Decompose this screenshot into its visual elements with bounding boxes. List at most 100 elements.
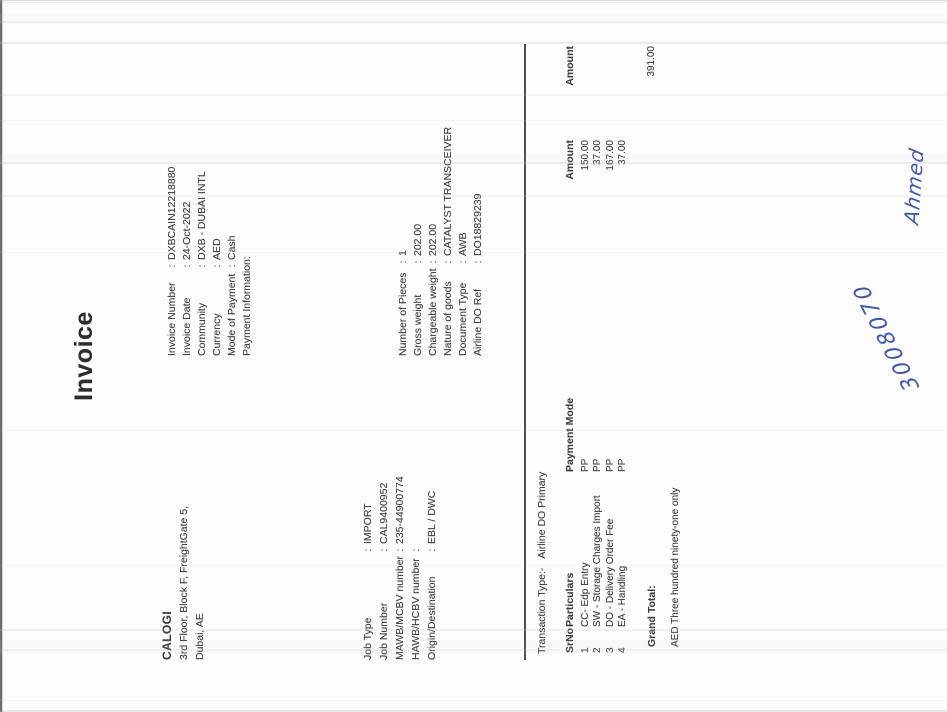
cell-amount: 37.00 <box>592 140 604 166</box>
field-separator: : <box>378 548 390 552</box>
field-separator: : <box>397 260 409 264</box>
field-airline-do-ref: Airline DO Ref: DO18829239 <box>472 127 487 356</box>
field-value: 24-Oct-2022 <box>181 201 193 260</box>
field-value: 1 <box>397 250 409 256</box>
header-srno: SrNo <box>564 627 576 653</box>
field-label: Community <box>196 302 208 356</box>
field-value: AED <box>211 238 223 260</box>
field-value: DO18829239 <box>472 193 484 256</box>
header-amount: Amount <box>564 140 576 180</box>
shipment-details-block: Number of Pieces:1 Gross weight:202.00 C… <box>397 127 487 356</box>
cell-particulars: EA - Handling <box>617 565 629 627</box>
field-separator: : <box>426 548 438 552</box>
table-row: 3 DO - Delivery Order Fee PP 167.00 <box>605 44 617 660</box>
field-value: CAL9400952 <box>378 482 390 544</box>
seller-block: CALOGI 3rd Floor, Block F, FreightGate 5… <box>158 506 208 660</box>
grand-total-label: Grand Total: <box>646 585 658 647</box>
field-community: Community: DXB - DUBAI INTL <box>196 167 211 356</box>
field-separator: : <box>196 264 208 268</box>
field-separator: : <box>394 548 406 552</box>
field-nature-of-goods: Nature of goods: CATALYST TRANSCEIVER <box>442 127 457 356</box>
cell-particulars: CC- Edp Entry <box>580 562 591 627</box>
cell-particulars: SW - Storage Charges Import <box>592 495 604 627</box>
field-value: Cash <box>226 235 238 260</box>
field-label: Number of Pieces <box>397 272 409 356</box>
cell-payment-mode: PP <box>580 458 591 472</box>
charges-header-row: SrNo Particulars Payment Mode Amount Amo… <box>564 44 580 660</box>
page-title: Invoice <box>70 311 98 401</box>
field-label: Payment Information: <box>241 256 253 356</box>
field-separator: : <box>442 260 454 264</box>
field-job-type: Job Type: IMPORT <box>362 476 378 660</box>
table-top-rule <box>524 44 526 660</box>
job-details-block: Job Type: IMPORT Job Number: CAL9400952 MA… <box>362 476 442 660</box>
field-number-of-pieces: Number of Pieces: 1 <box>397 127 412 356</box>
table-row: 4 EA - Handling PP 37.00 <box>617 44 629 660</box>
transaction-type-label: Transaction Type:- <box>536 567 548 654</box>
cell-payment-mode: PP <box>592 458 604 472</box>
field-label: Mode of Payment <box>226 273 238 356</box>
handwritten-reference-number: 3008070 <box>847 278 926 395</box>
field-currency: Currency: AED <box>211 167 226 356</box>
field-label: Invoice Number <box>166 282 178 356</box>
field-label: Job Type <box>362 617 374 660</box>
field-value: AWB <box>457 232 469 256</box>
cell-amount: 37.00 <box>617 140 629 166</box>
field-mode-of-payment: Mode of Payment: Cash <box>226 167 241 356</box>
field-label: Document Type <box>457 282 469 356</box>
field-separator: : <box>410 548 422 552</box>
field-gross-weight: Gross weight: 202.00 <box>412 127 427 356</box>
field-label: Airline DO Ref <box>472 288 484 356</box>
seller-address-line2: Dubai, AE <box>194 613 206 660</box>
field-label: Invoice Date <box>181 297 193 356</box>
table-row: 2 SW - Storage Charges Import PP 37.00 <box>592 44 604 660</box>
field-document-type: Document Type: AWB <box>457 127 472 356</box>
field-invoice-number: Invoice Number: DXBCAIN12218880 <box>166 167 181 356</box>
field-label: Currency <box>211 313 223 356</box>
handwritten-signature-name: Ahmed <box>899 145 929 227</box>
amount-in-words: AED Three hundred ninety-one only <box>670 487 681 647</box>
field-label: HAWB/HCBV number <box>410 558 422 660</box>
field-separator: : <box>211 264 223 268</box>
field-hawb-number: HAWB/HCBV number: <box>410 476 426 660</box>
field-separator: : <box>457 260 469 264</box>
grand-total-row: Grand Total: 391.00 <box>646 44 660 660</box>
field-separator: : <box>226 264 238 268</box>
field-chargeable-weight: Chargeable weight: 202.00 <box>427 127 442 356</box>
grand-total-amount: 391.00 <box>646 46 657 77</box>
transaction-type-line: Transaction Type:- Airline DO Primary <box>536 472 548 654</box>
field-mawb-number: MAWB/MCBV number: 235-44900774 <box>394 476 410 660</box>
field-separator: : <box>362 548 374 552</box>
transaction-type-value: Airline DO Primary <box>536 471 548 559</box>
field-value: 235-44900774 <box>394 476 406 544</box>
field-separator: : <box>412 260 424 264</box>
field-origin-destination: Origin/Destination: EBL / DWC <box>426 476 442 660</box>
field-label: Gross weight <box>412 294 424 356</box>
header-amount-total: Amount <box>564 46 576 86</box>
invoice-meta-block: Invoice Number: DXBCAIN12218880 Invoice D… <box>166 167 256 356</box>
field-job-number: Job Number: CAL9400952 <box>378 476 394 660</box>
field-invoice-date: Invoice Date: 24-Oct-2022 <box>181 167 196 356</box>
field-value: IMPORT <box>362 503 374 544</box>
seller-address-line1: 3rd Floor, Block F, FreightGate 5, <box>178 505 190 660</box>
field-value: DXBCAIN12218880 <box>166 166 178 260</box>
field-separator: : <box>472 260 484 264</box>
cell-srno: 4 <box>617 647 629 653</box>
header-payment-mode: Payment Mode <box>564 397 576 472</box>
field-value: DXB - DUBAI INTL <box>196 171 208 260</box>
cell-payment-mode: PP <box>604 458 616 472</box>
seller-name: CALOGI <box>160 610 174 660</box>
charges-table: SrNo Particulars Payment Mode Amount Amo… <box>564 44 630 660</box>
field-separator: : <box>166 264 178 268</box>
cell-srno: 2 <box>592 647 604 653</box>
cell-srno: 3 <box>604 647 616 653</box>
cell-particulars: DO - Delivery Order Fee <box>604 518 616 627</box>
field-label: Origin/Destination <box>426 576 438 660</box>
field-value: 202.00 <box>412 223 424 256</box>
table-row: 1 CC- Edp Entry PP 150.00 <box>580 44 592 660</box>
field-value: CATALYST TRANSCEIVER <box>442 126 454 256</box>
field-payment-information: Payment Information: <box>241 167 256 356</box>
cell-payment-mode: PP <box>617 458 629 472</box>
